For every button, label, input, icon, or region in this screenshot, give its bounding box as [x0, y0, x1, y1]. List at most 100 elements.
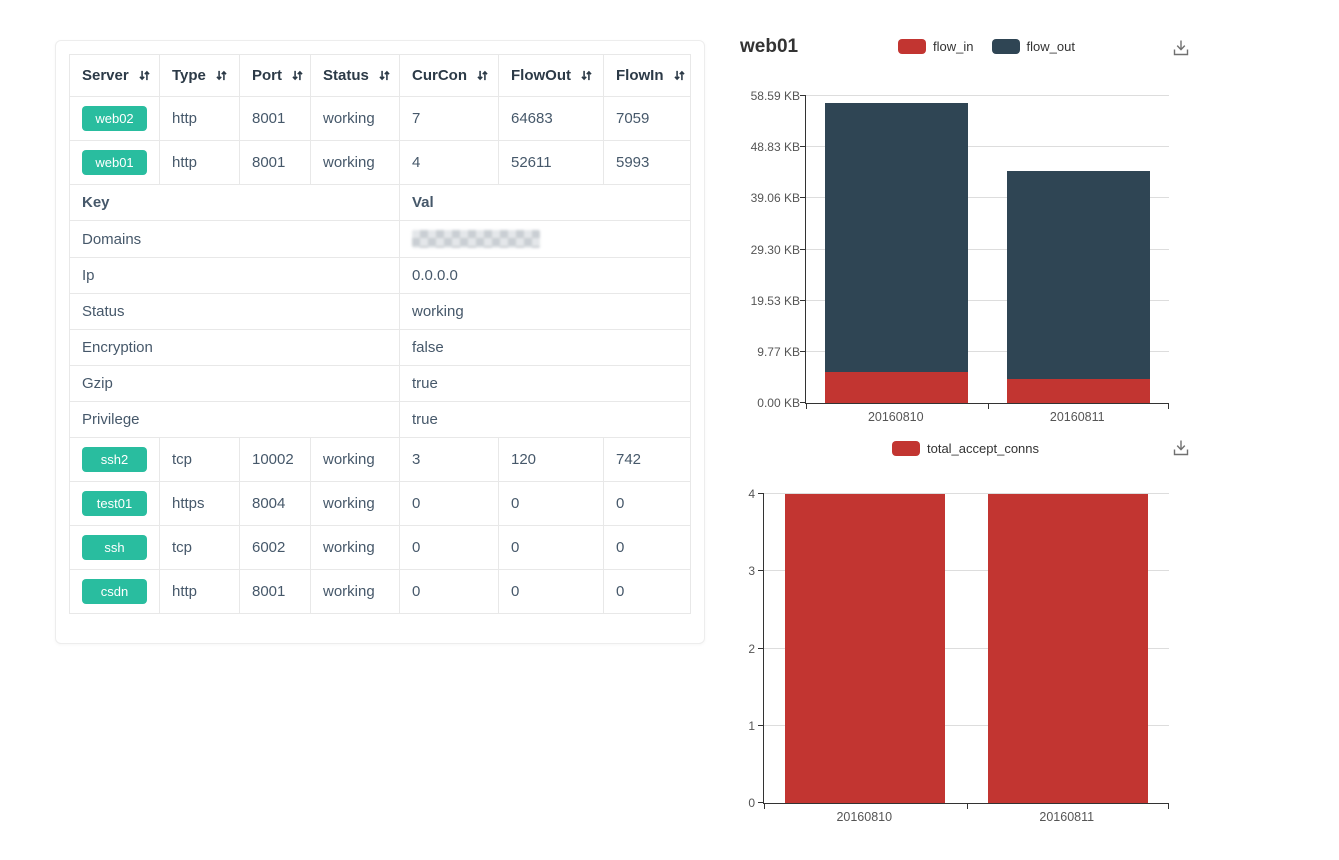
y-tick-label: 29.30 KB — [750, 242, 800, 257]
col-header-type[interactable]: Type — [159, 54, 240, 97]
conns-y-axis-labels: 0 1 2 3 4 — [723, 487, 755, 810]
flow-x-axis-labels: 20160810 20160811 — [805, 409, 1168, 427]
y-tick-label: 4 — [748, 487, 755, 501]
col-header-label: Server — [82, 67, 129, 84]
y-tick-label: 0.00 KB — [757, 396, 800, 410]
kv-val-privilege: true — [399, 401, 691, 438]
conns-chart-legend: total_accept_conns — [763, 439, 1168, 457]
x-tick-label: 20160810 — [867, 410, 924, 424]
kv-val-gzip: true — [399, 365, 691, 402]
bar-flow_in[interactable] — [1006, 378, 1150, 403]
gridline — [764, 493, 1169, 494]
download-icon[interactable] — [1170, 37, 1192, 59]
bar-flow_out[interactable] — [825, 102, 969, 373]
cell-curcon: 3 — [399, 437, 499, 482]
legend-label: flow_out — [1026, 38, 1075, 54]
sort-icon[interactable] — [378, 69, 391, 82]
kv-key-domains: Domains — [69, 220, 400, 258]
cell-curcon: 0 — [399, 481, 499, 526]
sort-icon[interactable] — [476, 69, 489, 82]
server-button-web01[interactable]: web01 — [82, 150, 147, 175]
bar-total_accept_conns[interactable] — [785, 494, 946, 803]
legend-swatch-total-accept-conns — [891, 440, 920, 456]
sort-icon[interactable] — [580, 69, 593, 82]
cell-port: 6002 — [239, 525, 311, 570]
kv-val-domains — [399, 220, 691, 258]
flow-chart-legend: flow_in flow_out — [805, 37, 1168, 55]
gridline — [806, 248, 1169, 250]
kv-row: Privilege true — [69, 401, 691, 438]
y-axis-tick — [800, 248, 806, 250]
col-header-port[interactable]: Port — [239, 54, 311, 97]
cell-flowout: 0 — [498, 481, 604, 526]
kv-row: Domains — [69, 220, 691, 258]
server-button-test01[interactable]: test01 — [82, 491, 147, 516]
sort-icon[interactable] — [215, 69, 228, 82]
kv-key-encryption: Encryption — [69, 329, 400, 366]
server-button-ssh2[interactable]: ssh2 — [82, 447, 147, 472]
x-axis-tick — [1168, 803, 1169, 809]
cell-port: 8001 — [239, 140, 311, 185]
kv-key-privilege: Privilege — [69, 401, 400, 438]
cell-flowout: 0 — [498, 569, 604, 614]
bar-flow_in[interactable] — [825, 372, 969, 403]
table-header-row: Server Type Port Status CurCon FlowOut F… — [69, 54, 691, 97]
cell-port: 8004 — [239, 481, 311, 526]
gridline — [764, 647, 1169, 649]
cell-curcon: 4 — [399, 140, 499, 185]
y-axis-tick — [758, 724, 764, 726]
redacted-domain-value — [412, 230, 540, 248]
col-header-flowout[interactable]: FlowOut — [498, 54, 604, 97]
table-row: csdn http 8001 working 0 0 0 — [69, 569, 691, 614]
server-button-ssh[interactable]: ssh — [82, 535, 147, 560]
cell-status: working — [310, 437, 400, 482]
y-axis-tick — [758, 802, 764, 803]
cell-curcon: 0 — [399, 569, 499, 614]
server-button-web02[interactable]: web02 — [82, 106, 147, 131]
cell-status: working — [310, 569, 400, 614]
x-tick-label: 20160810 — [836, 810, 893, 824]
col-header-server[interactable]: Server — [69, 54, 160, 97]
sort-icon[interactable] — [291, 69, 304, 82]
gridline — [764, 570, 1169, 572]
col-header-label: FlowIn — [616, 67, 664, 84]
col-header-label: Port — [252, 67, 282, 84]
bar-total_accept_conns[interactable] — [987, 494, 1148, 803]
col-header-curcon[interactable]: CurCon — [399, 54, 499, 97]
kv-header-val: Val — [399, 184, 691, 221]
kv-val-ip: 0.0.0.0 — [399, 257, 691, 294]
cell-flowin: 5993 — [603, 140, 691, 185]
table-row: test01 https 8004 working 0 0 0 — [69, 481, 691, 526]
bar-flow_out[interactable] — [1006, 170, 1150, 379]
legend-item-total-accept-conns[interactable]: total_accept_conns — [891, 440, 1039, 456]
sort-icon[interactable] — [673, 69, 686, 82]
y-axis-tick — [758, 493, 764, 494]
kv-key-gzip: Gzip — [69, 365, 400, 402]
y-tick-label: 2 — [748, 641, 755, 656]
legend-item-flow-in[interactable]: flow_in — [898, 38, 974, 54]
col-header-flowin[interactable]: FlowIn — [603, 54, 691, 97]
y-tick-label: 0 — [748, 796, 755, 810]
col-header-status[interactable]: Status — [310, 54, 400, 97]
cell-type: tcp — [159, 437, 240, 482]
cell-status: working — [310, 140, 400, 185]
server-button-csdn[interactable]: csdn — [82, 579, 147, 604]
legend-item-flow-out[interactable]: flow_out — [991, 38, 1075, 54]
y-axis-tick — [758, 647, 764, 649]
download-icon[interactable] — [1170, 437, 1192, 459]
cell-type: http — [159, 96, 240, 141]
sort-icon[interactable] — [138, 69, 151, 82]
gridline — [806, 197, 1169, 199]
x-axis-tick — [1168, 403, 1169, 409]
cell-flowin: 0 — [603, 481, 691, 526]
cell-type: http — [159, 140, 240, 185]
y-axis-tick — [800, 402, 806, 403]
gridline — [806, 95, 1169, 96]
col-header-label: Status — [323, 67, 369, 84]
x-axis-tick — [987, 403, 989, 409]
y-tick-label: 1 — [748, 718, 755, 733]
chart-title: web01 — [740, 36, 799, 57]
kv-row: Encryption false — [69, 329, 691, 366]
x-axis-tick — [966, 803, 968, 809]
